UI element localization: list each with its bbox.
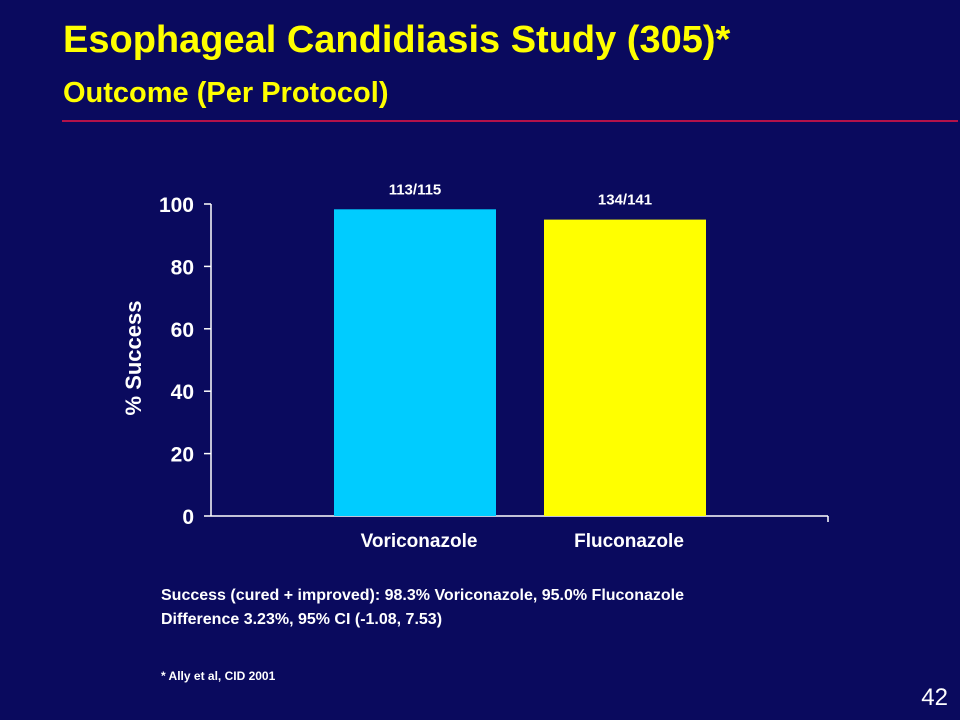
y-axis-label: % Success [121,301,146,416]
bar-voriconazole [334,209,496,516]
y-tick-label: 20 [171,444,194,467]
slide-subtitle: Outcome (Per Protocol) [63,77,389,109]
y-tick-label: 60 [171,319,194,342]
footnote: * Ally et al, CID 2001 [161,669,276,683]
y-tick-label: 40 [171,381,194,404]
y-tick-label: 0 [182,506,194,529]
results-note: Success (cured + improved): 98.3% Vorico… [161,584,684,632]
page-number: 42 [921,684,948,711]
chart-bars: 113/115 Voriconazole 134/141 Fluconazole [334,181,706,552]
chart-axes: 0 20 40 60 80 100 [159,194,829,529]
data-label: 113/115 [389,181,442,198]
bar-fluconazole [544,219,706,516]
y-tick-label: 100 [159,194,194,217]
y-tick-label: 80 [171,256,194,279]
data-label: 134/141 [598,192,652,209]
results-summary: Success (cured + improved): 98.3% Vorico… [161,587,684,604]
slide-title: Esophageal Candidiasis Study (305)* [63,19,731,61]
x-tick-label: Voriconazole [361,531,478,552]
results-difference: Difference 3.23%, 95% CI (-1.08, 7.53) [161,611,443,628]
title-divider [62,120,958,122]
x-tick-label: Fluconazole [574,531,684,552]
